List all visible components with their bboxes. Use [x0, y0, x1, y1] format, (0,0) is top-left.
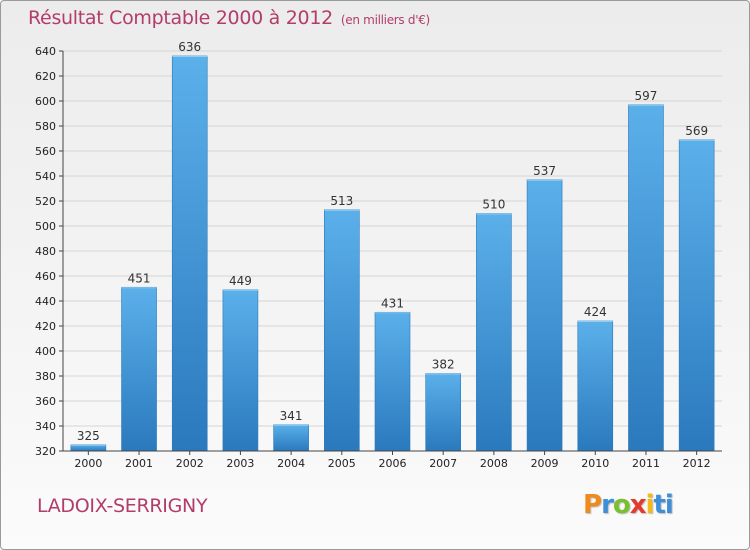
logo-letter: x — [629, 490, 647, 520]
bars: 325 451 636 449 341 513 431 382 510 537 424 597 569 — [70, 40, 715, 452]
y-tick-label: 520 — [35, 195, 56, 208]
x-tick-label: 2011 — [632, 457, 660, 470]
bar-2003 — [222, 289, 259, 452]
x-tick-label: 2007 — [429, 457, 457, 470]
proxiti-logo: Proxiti — [583, 490, 674, 520]
y-tick-label: 620 — [35, 70, 56, 83]
x-tick-label: 2003 — [226, 457, 254, 470]
x-tick-label: 2005 — [328, 457, 356, 470]
data-label: 537 — [533, 164, 556, 178]
y-tick-label: 500 — [35, 220, 56, 233]
bar-2005 — [324, 209, 360, 452]
y-tick-label: 420 — [35, 320, 56, 333]
bar-2004 — [273, 424, 309, 452]
x-tick-label: 2006 — [379, 457, 407, 470]
x-axis: 2000 2001 2002 2003 2004 2005 2006 2007 2008 2009… — [63, 450, 722, 470]
y-tick-label: 460 — [35, 270, 56, 283]
data-label: 510 — [482, 198, 505, 212]
data-label: 636 — [178, 40, 201, 54]
bar-2009 — [526, 179, 563, 452]
logo-letter: r — [601, 490, 614, 520]
bar-2006 — [374, 311, 411, 452]
logo-letter: P — [583, 490, 602, 520]
chart-subtitle: (en milliers d'€) — [340, 13, 430, 27]
chart-title: Résultat Comptable 2000 à 2012 (en millie… — [28, 7, 430, 29]
y-tick-label: 320 — [35, 445, 56, 458]
x-tick-label: 2009 — [531, 457, 559, 470]
bar-2007 — [425, 373, 461, 452]
logo-letter: o — [612, 490, 631, 520]
data-label: 325 — [77, 429, 100, 443]
bar-2011 — [628, 104, 664, 452]
bar-2002 — [171, 55, 208, 452]
commune-name: LADOIX-SERRIGNY — [37, 495, 208, 517]
y-tick-label: 600 — [35, 95, 56, 108]
data-label: 449 — [229, 274, 252, 288]
x-tick-label: 2010 — [581, 457, 609, 470]
logo-letter: ti — [653, 490, 673, 520]
bar-2008 — [476, 213, 512, 452]
data-label: 513 — [330, 194, 353, 208]
chart-title-text: Résultat Comptable 2000 à 2012 — [28, 7, 333, 29]
x-tick-label: 2012 — [683, 457, 711, 470]
y-tick-label: 400 — [35, 345, 56, 358]
data-label: 382 — [432, 358, 455, 372]
y-tick-label: 360 — [35, 395, 56, 408]
data-label: 424 — [584, 305, 607, 319]
data-label: 597 — [635, 89, 658, 103]
data-label: 451 — [128, 271, 151, 285]
data-label: 431 — [381, 296, 404, 310]
x-tick-label: 2000 — [74, 457, 102, 470]
bar-2010 — [577, 320, 614, 452]
y-tick-label: 380 — [35, 370, 56, 383]
y-axis: 320 340 360 380 400 420 440 460 480 500 520 540 560 5… — [35, 45, 64, 458]
x-tick-label: 2004 — [277, 457, 305, 470]
y-tick-label: 440 — [35, 295, 56, 308]
bar-2001 — [121, 286, 157, 452]
y-tick-label: 560 — [35, 145, 56, 158]
bar-2012 — [678, 139, 715, 452]
y-tick-label: 580 — [35, 120, 56, 133]
y-tick-label: 540 — [35, 170, 56, 183]
x-tick-label: 2002 — [176, 457, 204, 470]
y-tick-label: 480 — [35, 245, 56, 258]
data-label: 341 — [280, 409, 303, 423]
logo-letter: i — [645, 490, 655, 520]
x-tick-label: 2001 — [125, 457, 153, 470]
y-tick-label: 640 — [35, 45, 56, 58]
x-tick-label: 2008 — [480, 457, 508, 470]
data-label: 569 — [685, 124, 708, 138]
y-tick-label: 340 — [35, 420, 56, 433]
